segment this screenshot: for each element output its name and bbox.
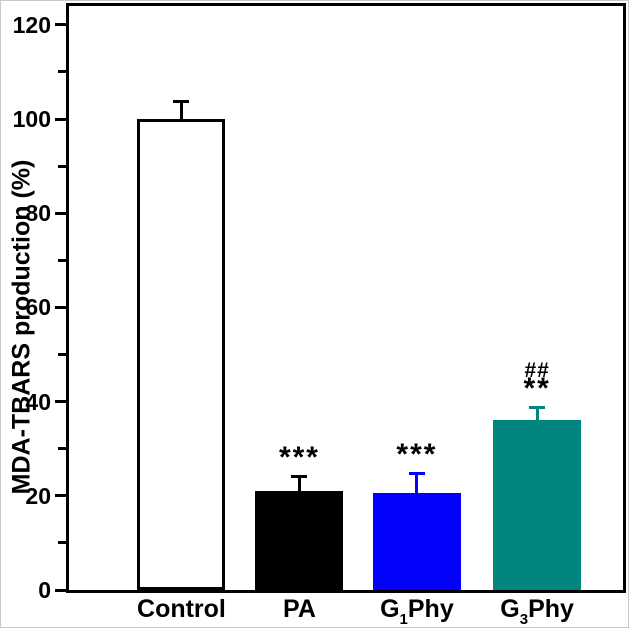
annotation-line-star: **: [523, 372, 551, 406]
y-tick-label: 60: [25, 294, 51, 321]
error-bar-cap-control: [173, 100, 190, 104]
y-tick-label: 80: [25, 200, 51, 227]
error-bar-stem-control: [179, 100, 183, 120]
x-axis-label-pa: PA: [283, 595, 316, 624]
plot-area: MDA-TBARS production (%) 0 20 40 60 80 100 120…: [8, 3, 626, 628]
y-tick-major: [55, 211, 66, 215]
x-label-text: Phy: [407, 595, 454, 623]
x-label-text: G: [380, 595, 400, 623]
annotation-line-star: ***: [396, 438, 438, 472]
error-bar-stem-pa: [297, 474, 301, 492]
x-axis-label-control: Control: [137, 595, 226, 624]
annotation-line-star: ***: [278, 440, 320, 474]
y-tick-major: [55, 23, 66, 27]
y-tick-major: [55, 305, 66, 309]
bar-control: [137, 119, 226, 590]
bar-g3phy: [493, 420, 582, 590]
error-bar-stem-g3phy: [535, 406, 539, 421]
x-label-text: PA: [283, 595, 316, 623]
y-tick-minor: [58, 164, 66, 168]
y-tick-label: 100: [12, 106, 51, 133]
y-tick-label: 0: [38, 577, 51, 603]
x-label-subscript: 3: [519, 611, 529, 628]
y-tick-minor: [58, 447, 66, 451]
y-tick-major: [55, 400, 66, 404]
y-tick-label: 20: [25, 482, 51, 509]
bar-pa: [255, 491, 344, 590]
x-axis-label-g3phy: G3Phy: [500, 595, 574, 628]
x-label-subscript: 1: [399, 611, 408, 628]
error-bar-cap-pa: [291, 474, 308, 478]
y-tick-minor: [58, 258, 66, 262]
y-tick-major: [55, 117, 66, 121]
y-tick-major: [55, 494, 66, 498]
significance-annotation-g1phy: ***: [396, 438, 438, 472]
x-label-text: G: [500, 595, 520, 623]
x-label-text: Phy: [528, 595, 574, 623]
y-tick-label: 40: [25, 388, 51, 415]
error-bar-cap-g1phy: [408, 472, 425, 476]
error-bar-cap-g3phy: [529, 406, 546, 410]
x-axis-label-g1phy: G1Phy: [380, 595, 454, 628]
y-tick-minor: [58, 541, 66, 545]
y-tick-minor: [58, 70, 66, 74]
error-bar-stem-g1phy: [415, 472, 419, 494]
significance-annotation-g3phy: ## **: [523, 359, 551, 406]
annotation-line-hash: ##: [524, 359, 550, 383]
bar-g1phy: [372, 493, 461, 590]
significance-annotation-pa: ***: [278, 440, 320, 474]
y-tick-label: 120: [12, 11, 51, 38]
x-label-text: Control: [137, 595, 226, 623]
y-tick-major: [55, 588, 66, 592]
y-tick-minor: [58, 353, 66, 357]
